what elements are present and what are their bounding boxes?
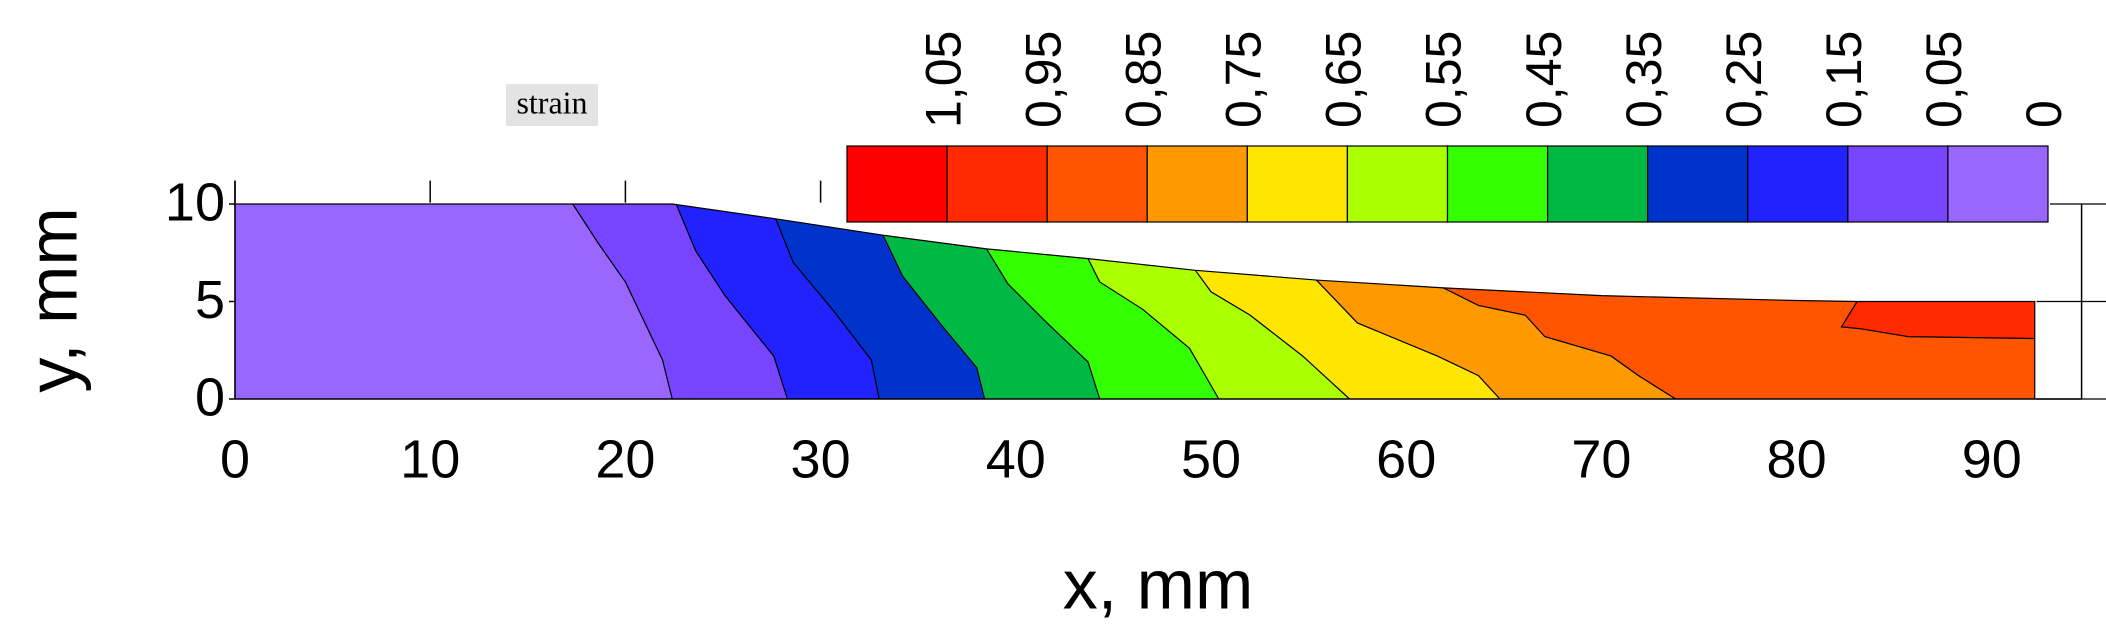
y-tick-label: 10 <box>165 172 225 232</box>
contour-line <box>1315 279 1501 400</box>
x-tick-label: 60 <box>1376 429 1436 489</box>
colorbar-swatch <box>1546 145 1649 223</box>
x-tick-label: 90 <box>1962 429 2022 489</box>
x-tick-label: 30 <box>791 429 851 489</box>
colorbar-label: 0 <box>2016 100 2072 128</box>
colorbar-label: 0,95 <box>1015 31 1071 128</box>
colorbar-swatch <box>1747 145 1849 223</box>
x-tick-label: 50 <box>1181 429 1241 489</box>
x-tick-label: 0 <box>220 429 250 489</box>
colorbar-swatch <box>1647 145 1749 223</box>
y-tick-label: 5 <box>195 270 225 330</box>
colorbar-swatch <box>1046 145 1148 223</box>
x-tick-label: 40 <box>986 429 1046 489</box>
colorbar-label: 0,35 <box>1616 31 1672 128</box>
annotation-background <box>506 84 598 126</box>
y-axis-title: y, mm <box>13 207 91 392</box>
contour-line <box>675 203 788 400</box>
contour-line <box>572 203 673 400</box>
colorbar-label: 0,85 <box>1115 31 1171 128</box>
colorbar-label: 1,05 <box>915 31 971 128</box>
colorbar-swatch <box>846 145 948 223</box>
colorbar-label: 0,25 <box>1716 31 1772 128</box>
colorbar-swatch <box>1246 145 1349 223</box>
x-tick-label: 80 <box>1767 429 1827 489</box>
contour-line <box>1087 258 1220 400</box>
y-tick-label: 0 <box>195 367 225 427</box>
x-tick-label: 20 <box>595 429 655 489</box>
x-tick-label: 70 <box>1571 429 1631 489</box>
colorbar-label: 0,15 <box>1816 31 1872 128</box>
contour-line <box>986 248 1101 400</box>
colorbar-swatch <box>1146 145 1248 223</box>
contour-line <box>1443 287 1676 400</box>
x-axis-title: x, mm <box>1063 545 1254 623</box>
colorbar-swatch <box>1847 145 1949 223</box>
contour-line <box>1194 269 1350 400</box>
colorbar-swatch <box>946 145 1048 223</box>
colorbar-label: 0,75 <box>1216 31 1272 128</box>
x-tick-label: 10 <box>400 429 460 489</box>
contour-line <box>882 234 986 400</box>
annotation: strain <box>516 84 587 120</box>
contour-line <box>775 218 880 400</box>
colorbar-label: 0,45 <box>1516 31 1572 128</box>
colorbar-swatch <box>1346 145 1449 223</box>
colorbar-swatch <box>1446 145 1549 223</box>
colorbar-label: 0,05 <box>1916 31 1972 128</box>
contour-line <box>1840 301 2035 340</box>
domain-outline <box>234 203 2036 399</box>
colorbar-label: 0,65 <box>1316 31 1372 128</box>
colorbar-swatch <box>1947 145 2049 223</box>
colorbar-label: 0,55 <box>1416 31 1472 128</box>
